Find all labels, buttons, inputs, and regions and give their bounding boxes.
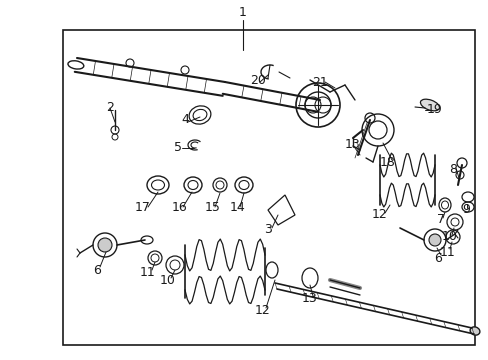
Text: 8: 8 <box>448 163 456 176</box>
Text: 12: 12 <box>255 303 270 316</box>
Circle shape <box>428 234 440 246</box>
Text: 10: 10 <box>441 230 457 243</box>
Text: 17: 17 <box>135 202 151 215</box>
Ellipse shape <box>420 99 439 111</box>
Text: 13: 13 <box>345 139 360 152</box>
Text: 6: 6 <box>93 264 101 276</box>
Text: 12: 12 <box>371 208 387 221</box>
Text: 18: 18 <box>379 157 395 170</box>
Text: 2: 2 <box>106 102 114 114</box>
Text: 11: 11 <box>439 246 455 258</box>
Text: 4: 4 <box>181 113 188 126</box>
Text: 6: 6 <box>433 252 441 265</box>
Text: 16: 16 <box>172 202 187 215</box>
Text: 21: 21 <box>311 76 327 89</box>
Text: 3: 3 <box>264 224 271 237</box>
Text: 19: 19 <box>426 104 442 117</box>
Text: 5: 5 <box>174 141 182 154</box>
Text: 11: 11 <box>140 265 156 279</box>
Text: 9: 9 <box>461 203 469 216</box>
Text: 15: 15 <box>204 202 221 215</box>
Text: 1: 1 <box>239 5 246 18</box>
Text: 13: 13 <box>302 292 317 305</box>
Circle shape <box>98 238 112 252</box>
Text: 7: 7 <box>436 213 444 226</box>
Ellipse shape <box>469 327 479 335</box>
Text: 20: 20 <box>249 73 265 86</box>
Text: 10: 10 <box>160 274 176 287</box>
Text: 14: 14 <box>230 202 245 215</box>
Bar <box>63 30 474 345</box>
